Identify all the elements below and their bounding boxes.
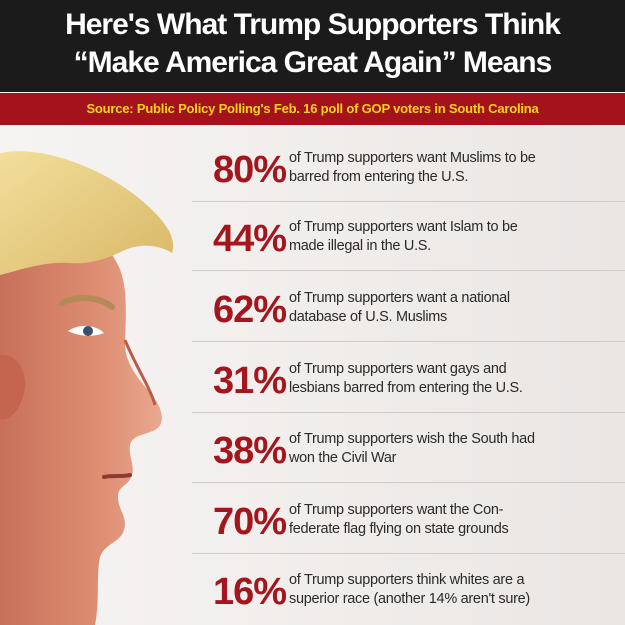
stat-percent: 16% xyxy=(192,567,286,617)
stat-description: of Trump supporters think whites are a s… xyxy=(289,571,625,609)
face-profile-illustration xyxy=(0,125,200,625)
stat-percent: 62% xyxy=(192,285,286,335)
source-bar: Source: Public Policy Polling's Feb. 16 … xyxy=(0,93,625,125)
stat-percent: 31% xyxy=(192,356,286,406)
stat-description: of Trump supporters want gays and lesbia… xyxy=(289,360,625,398)
stat-description: of Trump supporters want Islam to be mad… xyxy=(289,218,625,256)
content-area: 80% of Trump supporters want Muslims to … xyxy=(0,125,625,625)
stat-percent: 70% xyxy=(192,497,286,547)
stats-list: 80% of Trump supporters want Muslims to … xyxy=(192,125,625,625)
stat-description: of Trump supporters want a national data… xyxy=(289,289,625,327)
stat-percent: 80% xyxy=(192,145,286,195)
title-line-2: “Make America Great Again” Means xyxy=(0,44,625,82)
stat-item: 16% of Trump supporters think whites are… xyxy=(192,557,625,623)
header: Here's What Trump Supporters Think “Make… xyxy=(0,0,625,92)
stat-description: of Trump supporters wish the South had w… xyxy=(289,430,625,468)
stat-description: of Trump supporters want Muslims to be b… xyxy=(289,149,625,187)
stat-item: 38% of Trump supporters wish the South h… xyxy=(192,416,625,483)
stat-item: 31% of Trump supporters want gays and le… xyxy=(192,346,625,413)
title-line-1: Here's What Trump Supporters Think xyxy=(0,0,625,44)
stat-item: 80% of Trump supporters want Muslims to … xyxy=(192,135,625,202)
stat-item: 70% of Trump supporters want the Con- fe… xyxy=(192,487,625,554)
stat-item: 44% of Trump supporters want Islam to be… xyxy=(192,204,625,271)
stat-description: of Trump supporters want the Con- federa… xyxy=(289,501,625,539)
stat-item: 62% of Trump supporters want a national … xyxy=(192,275,625,342)
stat-percent: 38% xyxy=(192,426,286,476)
stat-percent: 44% xyxy=(192,214,286,264)
